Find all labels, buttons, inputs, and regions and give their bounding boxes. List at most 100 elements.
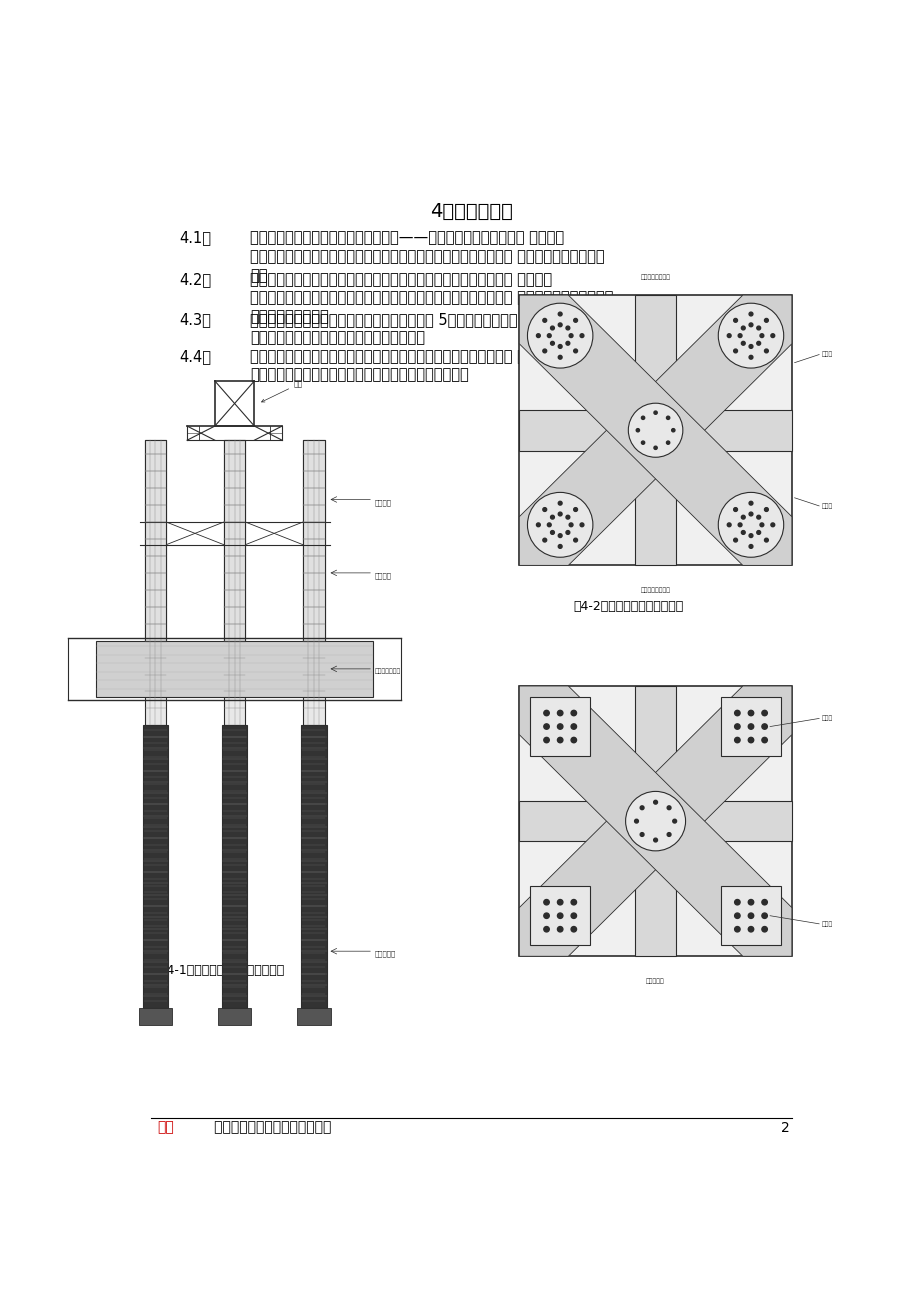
Text: 塔吊承台的厚度由塔吊使用说明书确定，平面尺寸由构造确定，暗梁 配筋通过: 塔吊承台的厚度由塔吊使用说明书确定，平面尺寸由构造确定，暗梁 配筋通过 (250, 272, 552, 287)
Circle shape (543, 899, 549, 904)
Circle shape (558, 512, 562, 516)
Circle shape (542, 318, 546, 322)
Text: 钢刚门框: 钢刚门框 (375, 572, 391, 579)
Text: 两跨连续梁计算确定。塔吊自重及弯矩由承台内暗梁承受，为主要受 力构件。承台上下面和立: 两跨连续梁计算确定。塔吊自重及弯矩由承台内暗梁承受，为主要受 力构件。承台上下面… (250, 291, 613, 305)
Circle shape (741, 341, 744, 345)
Circle shape (761, 913, 766, 919)
Circle shape (764, 349, 767, 353)
Circle shape (761, 710, 766, 715)
Circle shape (748, 502, 752, 506)
Circle shape (747, 737, 753, 743)
Circle shape (558, 534, 562, 538)
Circle shape (573, 538, 577, 542)
Bar (720, 886, 780, 946)
Circle shape (628, 403, 682, 457)
Circle shape (732, 318, 737, 322)
Circle shape (761, 926, 766, 932)
Circle shape (573, 349, 577, 353)
Circle shape (665, 440, 669, 444)
Circle shape (732, 349, 737, 353)
Bar (529, 886, 589, 946)
Text: 塔吊及钢筋混凝土承台所受的力通过暗梁传递给 5根钢结构柱，最后 传递到5: 塔吊及钢筋混凝土承台所受的力通过暗梁传递给 5根钢结构柱，最后 传递到5 (250, 311, 558, 327)
Text: 一加: 一加 (158, 1121, 175, 1135)
Circle shape (741, 515, 744, 519)
Circle shape (565, 341, 569, 345)
Circle shape (761, 899, 766, 904)
Circle shape (748, 534, 752, 538)
Circle shape (653, 800, 657, 804)
Text: 塔吊基础在土方尚未开挖前就先行施工——先施工钻孔灌注桩同步完 成钢格构: 塔吊基础在土方尚未开挖前就先行施工——先施工钻孔灌注桩同步完 成钢格构 (250, 231, 564, 245)
Circle shape (747, 926, 753, 932)
Text: 面钢筋按构造配筋。: 面钢筋按构造配筋。 (250, 309, 329, 324)
Circle shape (547, 334, 550, 337)
Text: 柱，达到强度后施工钢筋混凝土承台，并在基坑开挖前安装好塔吊， 以满足工程使用上的要: 柱，达到强度后施工钢筋混凝土承台，并在基坑开挖前安装好塔吊， 以满足工程使用上的… (250, 249, 605, 265)
Text: 钢筋混凝土承台: 钢筋混凝土承台 (375, 668, 401, 675)
Bar (302, 440, 324, 641)
Circle shape (569, 523, 573, 526)
Circle shape (761, 724, 766, 730)
Circle shape (634, 820, 638, 823)
Circle shape (571, 899, 576, 904)
Bar (297, 1007, 330, 1024)
Circle shape (536, 523, 539, 526)
Circle shape (580, 523, 584, 526)
Text: 4.4、: 4.4、 (179, 349, 211, 364)
Circle shape (741, 326, 744, 330)
Circle shape (543, 737, 549, 743)
Text: 承台平面图: 承台平面图 (645, 979, 664, 984)
Circle shape (727, 334, 731, 337)
Bar (223, 440, 245, 726)
Text: 2: 2 (780, 1121, 789, 1135)
Text: 在土方开挖过程中，及时通过对钢格构柱的加固来解决整体稳定性问 题，使钢: 在土方开挖过程中，及时通过对钢格构柱的加固来解决整体稳定性问 题，使钢 (250, 349, 552, 364)
Circle shape (759, 523, 763, 526)
Bar (139, 1007, 172, 1024)
Circle shape (718, 493, 783, 558)
Text: 下方标注构件名称: 下方标注构件名称 (640, 588, 670, 593)
Circle shape (557, 737, 562, 743)
Bar (144, 440, 166, 641)
Circle shape (557, 710, 562, 715)
Text: 根钻孔灌注桩，最终由基坑以下的土层承担。: 根钻孔灌注桩，最终由基坑以下的土层承担。 (250, 331, 425, 345)
Circle shape (543, 913, 549, 919)
Circle shape (527, 493, 592, 558)
Circle shape (761, 737, 766, 743)
Circle shape (734, 899, 739, 904)
Circle shape (666, 805, 670, 809)
Circle shape (527, 304, 592, 367)
Circle shape (565, 326, 569, 330)
Circle shape (640, 805, 643, 809)
Circle shape (770, 334, 774, 337)
Bar (142, 726, 168, 1007)
Bar (518, 801, 791, 842)
Text: 图4-3钢格构柱详图: 图4-3钢格构柱详图 (591, 913, 664, 926)
Text: 上方标注构件名称: 上方标注构件名称 (640, 275, 670, 280)
Circle shape (550, 341, 554, 345)
Circle shape (641, 440, 644, 444)
Bar (96, 641, 373, 697)
Circle shape (573, 318, 577, 322)
Circle shape (671, 429, 675, 431)
Circle shape (636, 429, 639, 431)
Bar (518, 685, 791, 956)
Circle shape (542, 508, 546, 511)
Text: 4.1、: 4.1、 (179, 231, 211, 245)
Text: 侧标注: 侧标注 (821, 352, 833, 357)
Circle shape (571, 913, 576, 919)
Circle shape (732, 508, 737, 511)
Bar (301, 726, 326, 1007)
Circle shape (665, 416, 669, 420)
Circle shape (756, 530, 760, 534)
Circle shape (748, 356, 752, 360)
Circle shape (536, 334, 539, 337)
Circle shape (747, 710, 753, 715)
Circle shape (764, 508, 767, 511)
Text: 塔身: 塔身 (261, 379, 303, 403)
Bar (518, 294, 791, 566)
Circle shape (550, 530, 554, 534)
Circle shape (547, 523, 550, 526)
Circle shape (734, 913, 739, 919)
Bar (144, 440, 166, 726)
Circle shape (732, 538, 737, 542)
Circle shape (558, 356, 562, 360)
Polygon shape (518, 685, 791, 956)
